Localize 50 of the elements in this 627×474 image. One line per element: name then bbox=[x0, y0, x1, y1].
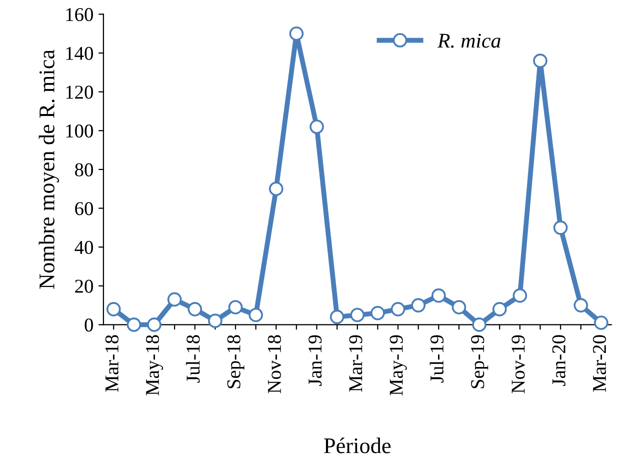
point bbox=[492, 302, 507, 316]
point bbox=[106, 302, 121, 316]
point bbox=[268, 182, 284, 196]
x-tick-label: May-18 bbox=[146, 335, 164, 396]
x-axis-title: Période bbox=[324, 438, 391, 454]
x-tick-label: Jan-20 bbox=[552, 335, 566, 386]
point bbox=[411, 298, 426, 312]
x-tick-label: Sep-19 bbox=[471, 335, 488, 388]
point bbox=[574, 298, 588, 312]
x-tick-label: Mar-19 bbox=[349, 335, 362, 392]
y-tick-label: 40 bbox=[74, 240, 93, 254]
x-tick-label: Mar-18 bbox=[105, 335, 118, 392]
x-tick-label: Jan-19 bbox=[308, 335, 322, 386]
y-axis-title: Nombre moyen de R. mica bbox=[38, 50, 60, 289]
y-tick-label: 120 bbox=[66, 86, 93, 99]
x-tick-label: Nov-19 bbox=[512, 335, 525, 394]
point bbox=[208, 314, 222, 328]
y-tick-label: 140 bbox=[66, 46, 93, 60]
point bbox=[330, 310, 344, 324]
point bbox=[553, 220, 568, 235]
point bbox=[350, 308, 365, 322]
point bbox=[310, 120, 324, 134]
point bbox=[147, 318, 162, 332]
x-tick-label: Jul-18 bbox=[186, 335, 200, 383]
point bbox=[431, 288, 446, 303]
point bbox=[452, 300, 466, 314]
y-tick-label: 0 bbox=[84, 318, 93, 332]
point bbox=[594, 316, 608, 330]
point bbox=[472, 318, 486, 332]
x-tick-label: May-19 bbox=[390, 335, 407, 396]
x-tick-label: Jul-19 bbox=[430, 335, 444, 383]
point bbox=[289, 26, 304, 41]
x-tick-label: Sep-18 bbox=[227, 335, 244, 388]
point bbox=[533, 54, 548, 68]
x-tick-label: Nov-18 bbox=[268, 335, 281, 394]
point bbox=[228, 300, 243, 314]
point bbox=[390, 302, 406, 316]
point bbox=[370, 306, 385, 320]
point bbox=[512, 288, 528, 303]
x-tick-label: Mar-20 bbox=[592, 335, 606, 392]
point bbox=[188, 302, 202, 316]
point bbox=[126, 318, 142, 332]
point bbox=[248, 308, 263, 322]
y-tick-label: 60 bbox=[75, 202, 93, 216]
legend-label: R. mica bbox=[437, 34, 500, 48]
y-tick-label: 100 bbox=[66, 124, 93, 138]
y-tick-label: 80 bbox=[75, 163, 93, 176]
point bbox=[167, 292, 182, 307]
y-tick-label: 160 bbox=[66, 8, 93, 22]
y-tick-label: 20 bbox=[75, 280, 93, 293]
